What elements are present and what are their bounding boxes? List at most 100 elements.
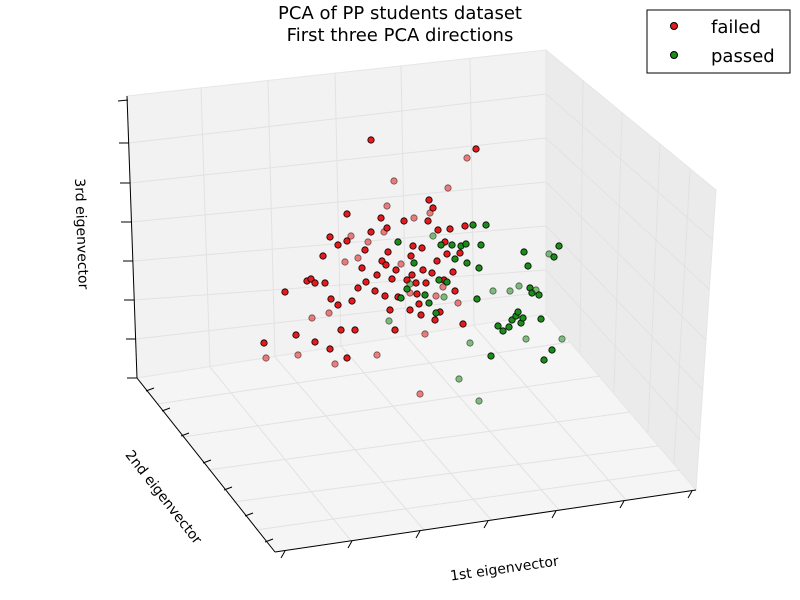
scatter-point-passed-20 xyxy=(466,339,474,347)
scatter-point-failed-83 xyxy=(443,250,451,258)
scatter-point-failed-53 xyxy=(400,217,408,225)
scatter-point-failed-41 xyxy=(381,292,389,300)
scatter-point-failed-33 xyxy=(367,228,375,236)
scatter-point-passed-51 xyxy=(555,242,563,250)
scatter-point-failed-61 xyxy=(412,279,420,287)
scatter-point-failed-88 xyxy=(454,299,462,307)
scatter-point-failed-66 xyxy=(418,244,426,252)
scatter-point-passed-27 xyxy=(487,352,495,360)
scatter-point-failed-4 xyxy=(294,351,302,359)
legend-label-failed: failed xyxy=(711,17,761,38)
scatter-point-passed-31 xyxy=(505,323,513,331)
scatter-point-failed-80 xyxy=(439,283,447,291)
scatter-point-failed-27 xyxy=(354,284,362,292)
legend-marker-passed xyxy=(670,51,678,59)
scatter-point-failed-34 xyxy=(367,136,375,144)
scatter-point-passed-10 xyxy=(435,276,443,284)
scatter-point-failed-63 xyxy=(415,300,423,308)
scatter-point-failed-50 xyxy=(392,266,400,274)
scatter-point-passed-52 xyxy=(558,335,566,343)
scatter-point-failed-49 xyxy=(391,326,399,334)
y-axis-label: 2nd eigenvector xyxy=(122,448,205,548)
scatter-point-failed-26 xyxy=(351,326,359,334)
scatter-point-passed-21 xyxy=(469,221,477,229)
scatter-point-failed-23 xyxy=(343,210,351,218)
scatter-point-passed-5 xyxy=(410,259,418,267)
scatter-point-failed-35 xyxy=(371,287,379,295)
scatter-point-passed-22 xyxy=(473,295,481,303)
scatter-point-failed-3 xyxy=(292,331,300,339)
scatter-point-failed-0 xyxy=(262,354,270,362)
scatter-point-passed-32 xyxy=(506,287,514,295)
scatter-point-failed-38 xyxy=(377,214,385,222)
scatter-point-failed-44 xyxy=(383,202,391,210)
scatter-point-failed-21 xyxy=(343,237,351,245)
scatter-point-passed-4 xyxy=(406,280,414,288)
scatter-point-failed-65 xyxy=(417,311,425,319)
scatter-point-failed-59 xyxy=(409,242,417,250)
scatter-point-passed-2 xyxy=(397,294,405,302)
scatter-point-failed-68 xyxy=(421,330,429,338)
scatter-point-passed-49 xyxy=(548,346,556,354)
scatter-point-failed-48 xyxy=(390,177,398,185)
scatter-point-passed-19 xyxy=(463,259,471,267)
scatter-point-failed-84 xyxy=(444,184,452,192)
scatter-point-passed-8 xyxy=(429,232,437,240)
scatter-point-failed-17 xyxy=(334,301,342,309)
scatter-point-failed-70 xyxy=(424,217,432,225)
scatter-point-passed-25 xyxy=(477,241,485,249)
scatter-point-failed-8 xyxy=(308,314,316,322)
scatter-point-passed-47 xyxy=(540,356,548,364)
scatter-point-failed-67 xyxy=(419,266,427,274)
scatter-point-passed-38 xyxy=(519,314,527,322)
scatter-point-failed-13 xyxy=(326,345,334,353)
scatter-point-failed-45 xyxy=(384,248,392,256)
z-axis-label: 3rd eigenvector xyxy=(71,178,91,290)
scatter-point-failed-14 xyxy=(327,295,335,303)
scatter-point-passed-26 xyxy=(482,221,490,229)
scatter-point-failed-52 xyxy=(397,260,405,268)
scatter-point-failed-12 xyxy=(325,309,333,317)
scatter-point-failed-86 xyxy=(449,268,457,276)
scatter-point-failed-60 xyxy=(410,214,418,222)
legend-marker-failed xyxy=(670,22,678,30)
scatter-point-passed-1 xyxy=(394,238,402,246)
scatter-point-failed-76 xyxy=(432,292,440,300)
chart-title-line-2: First three PCA directions xyxy=(287,25,514,46)
scatter-point-failed-85 xyxy=(446,225,454,233)
scatter-point-failed-19 xyxy=(337,326,345,334)
scatter-point-failed-62 xyxy=(413,290,421,298)
chart-title-line-1: PCA of PP students dataset xyxy=(278,3,522,24)
scatter-point-passed-23 xyxy=(475,264,483,272)
scatter-point-failed-57 xyxy=(407,252,415,260)
scatter-point-failed-25 xyxy=(348,297,356,305)
y-axis-ticks xyxy=(145,387,274,543)
scatter-point-passed-24 xyxy=(475,397,483,405)
scatter-point-passed-46 xyxy=(537,315,545,323)
scatter-point-failed-71 xyxy=(425,196,433,204)
scatter-point-failed-89 xyxy=(456,249,464,257)
legend: failed passed xyxy=(646,9,791,74)
scatter-point-passed-15 xyxy=(451,255,459,263)
scatter-point-failed-22 xyxy=(343,354,351,362)
scatter-point-failed-28 xyxy=(354,254,362,262)
scatter-point-passed-9 xyxy=(432,309,440,317)
scatter-point-failed-37 xyxy=(373,271,381,279)
scatter-point-passed-12 xyxy=(440,293,448,301)
scatter-point-failed-46 xyxy=(386,306,394,314)
scatter-point-failed-77 xyxy=(433,257,441,265)
scatter-point-failed-36 xyxy=(373,351,381,359)
scatter-point-failed-78 xyxy=(434,226,442,234)
scatter-point-failed-43 xyxy=(383,224,391,232)
scatter-point-failed-7 xyxy=(311,279,319,287)
scatter-point-failed-69 xyxy=(422,279,430,287)
x-axis-label: 1st eigenvector xyxy=(449,553,560,584)
points-layer xyxy=(260,136,566,405)
scatter-point-passed-39 xyxy=(520,248,528,256)
scatter-point-failed-20 xyxy=(341,258,349,266)
scatter-point-failed-73 xyxy=(428,269,436,277)
legend-box xyxy=(646,9,791,74)
scatter-point-passed-40 xyxy=(522,335,530,343)
scatter-point-passed-41 xyxy=(524,262,532,270)
